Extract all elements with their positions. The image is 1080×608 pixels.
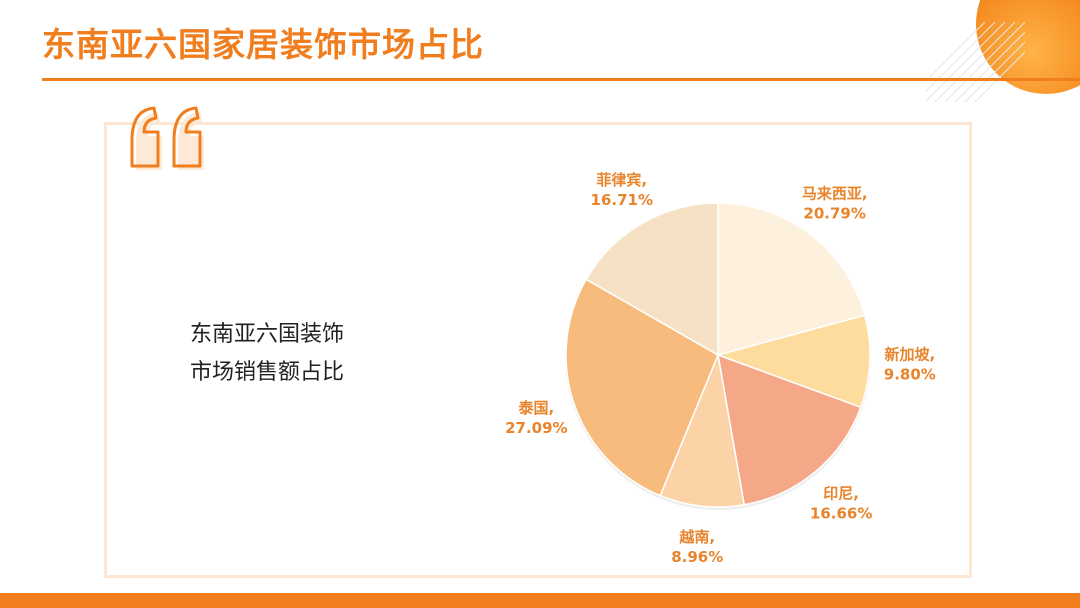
- pie-slice-value: 20.79%: [803, 205, 865, 223]
- subtitle-line-2: 市场销售额占比: [190, 360, 345, 385]
- pie-slice-value: 8.96%: [671, 548, 723, 566]
- pie-slice: [717, 202, 866, 356]
- pie-slice: [715, 314, 871, 409]
- quote-mark-icon: [130, 106, 204, 170]
- pie-slice-name: 泰国,: [518, 399, 555, 417]
- subtitle-line-1: 东南亚六国装饰: [190, 322, 345, 347]
- decorative-stripes: [925, 22, 1025, 102]
- pie-slice-name: 菲律宾,: [596, 171, 647, 189]
- pie-slice-name: 印尼,: [823, 484, 859, 502]
- pie-slice-value: 9.80%: [884, 365, 936, 383]
- pie-slice-name: 越南,: [678, 528, 715, 546]
- pie-slice-value: 27.09%: [505, 419, 567, 437]
- pie-slice: [659, 352, 746, 508]
- page-title: 东南亚六国家居装饰市场占比: [42, 25, 484, 64]
- pie-slice-value: 16.66%: [810, 504, 872, 522]
- pie-slice-label: 越南, 8.96%: [671, 528, 723, 566]
- pie-slice-label: 新加坡, 9.80%: [884, 345, 936, 383]
- pie-slice: [717, 353, 862, 506]
- pie-slice-label: 菲律宾, 16.71%: [591, 171, 653, 209]
- chart-subtitle: 东南亚六国装饰 市场销售额占比: [190, 316, 344, 392]
- pie-slice: [585, 202, 719, 357]
- pie-slice-label: 印尼, 16.66%: [810, 484, 872, 522]
- title-underline: [42, 78, 1080, 81]
- pie-slice-label: 马来西亚, 20.79%: [802, 185, 868, 223]
- pie-slice-name: 新加坡,: [884, 345, 935, 363]
- pie-slice-name: 马来西亚,: [802, 185, 868, 203]
- bottom-accent-bar: [0, 593, 1080, 608]
- pie-slice-label: 泰国, 27.09%: [505, 399, 567, 437]
- pie-slice-value: 16.71%: [591, 191, 653, 209]
- content-frame: [104, 122, 972, 578]
